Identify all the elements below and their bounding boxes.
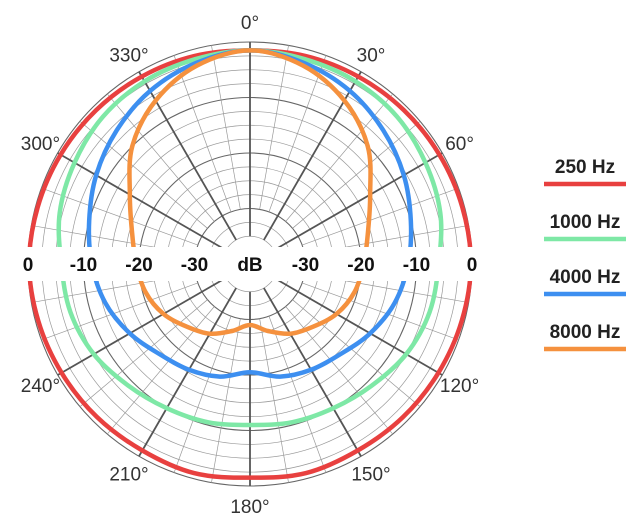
grid-spoke (302, 282, 459, 341)
grid-spoke (302, 187, 459, 246)
legend-label-3: 8000 Hz (550, 322, 621, 343)
legend-label-1: 1000 Hz (550, 212, 621, 233)
grid-spoke (79, 299, 208, 407)
grid-spoke (138, 71, 237, 241)
grid-spoke (259, 318, 289, 483)
angle-labels: 0° 30° 60° 120° 150° 180° 210° 240° 300° 330° (21, 13, 479, 518)
grid-spoke (138, 287, 237, 457)
legend: 250 Hz 1000 Hz 4000 Hz 8000 Hz (544, 157, 626, 352)
grid-spoke (173, 316, 232, 473)
grid-spoke (263, 71, 362, 241)
db-scale-band: 0 0 -10 -10 -20 -20 -30 -30 dB (0, 247, 492, 281)
series-line-3 (127, 48, 373, 337)
angle-label: 180° (230, 497, 269, 518)
db-tick-label: 0 (23, 255, 34, 276)
grid-spoke (292, 299, 421, 407)
grid-spoke (273, 277, 443, 376)
db-band-bg (0, 247, 492, 281)
legend-label-2: 4000 Hz (550, 267, 621, 288)
grid-spoke (268, 316, 327, 473)
angle-label: 330° (109, 45, 148, 66)
angle-label: 0° (241, 13, 259, 34)
polar-curves (26, 48, 474, 480)
grid-spoke (263, 287, 362, 457)
angle-label: 210° (109, 465, 148, 486)
angle-label: 150° (351, 465, 390, 486)
angle-label: 120° (440, 376, 479, 397)
grid-spoke (285, 306, 393, 435)
db-tick-label: -10 (403, 255, 430, 276)
db-unit-label: dB (237, 255, 262, 276)
grid-spoke (211, 45, 241, 210)
grid-spoke (211, 318, 241, 483)
db-tick-label: -30 (181, 255, 208, 276)
grid-spoke (57, 152, 227, 251)
grid-spoke (268, 55, 327, 212)
grid-spoke (173, 55, 232, 212)
grid-spoke (107, 306, 215, 435)
series-line-1 (56, 48, 444, 428)
grid-spoke (273, 152, 443, 251)
angle-label: 240° (21, 376, 60, 397)
db-tick-label: -10 (70, 255, 97, 276)
angle-label: 300° (21, 134, 60, 155)
grid-spoke (41, 282, 198, 341)
db-tick-label: 0 (467, 255, 478, 276)
grid-spoke (41, 187, 198, 246)
series-line-0 (26, 48, 474, 480)
angle-label: 30° (357, 45, 386, 66)
angle-label: 60° (445, 134, 474, 155)
db-tick-label: -20 (347, 255, 374, 276)
grid-spoke (259, 45, 289, 210)
db-tick-label: -20 (125, 255, 152, 276)
series-line-2 (86, 48, 414, 379)
grid-spoke (79, 121, 208, 229)
grid-spoke (292, 121, 421, 229)
legend-label-0: 250 Hz (555, 157, 615, 178)
grid-spoke (57, 277, 227, 376)
db-tick-label: -30 (292, 255, 319, 276)
